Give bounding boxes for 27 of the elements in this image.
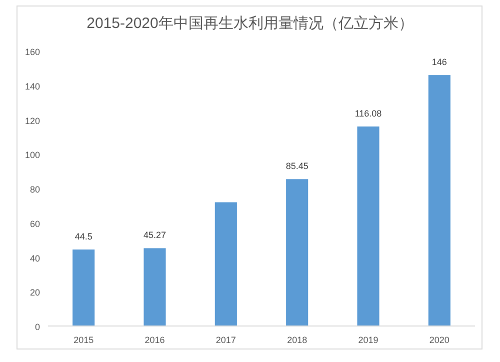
- y-tick-label: 60: [30, 218, 40, 229]
- y-tick-label: 160: [24, 47, 40, 57]
- bar: [72, 250, 95, 326]
- x-tick-label: 2018: [287, 335, 308, 345]
- y-tick-label: 20: [30, 288, 40, 298]
- bar: [428, 75, 450, 326]
- x-tick-label: 2017: [216, 335, 236, 345]
- y-tick-label: 100: [24, 150, 40, 160]
- data-label: 85.45: [286, 161, 308, 172]
- y-tick-label: 140: [24, 81, 40, 92]
- bar: [286, 179, 308, 326]
- y-tick-label: 0: [34, 322, 40, 332]
- y-tick-label: 120: [24, 116, 40, 126]
- bar: [144, 248, 166, 326]
- data-label: 44.5: [74, 232, 92, 242]
- data-label: 146: [432, 57, 447, 68]
- x-tick-label: 2016: [144, 335, 165, 345]
- y-tick-label: 80: [30, 184, 40, 194]
- y-tick-label: 40: [30, 253, 40, 264]
- x-tick-label: 2015: [74, 335, 94, 345]
- chart-title: 2015-2020年中国再生水利用量情况（亿立方米）: [86, 15, 414, 32]
- data-label: 116.08: [354, 108, 382, 118]
- bar: [214, 202, 237, 326]
- x-tick-label: 2020: [429, 335, 450, 345]
- x-tick-label: 2019: [358, 335, 378, 345]
- bar: [357, 126, 380, 326]
- data-label: 45.27: [143, 230, 166, 240]
